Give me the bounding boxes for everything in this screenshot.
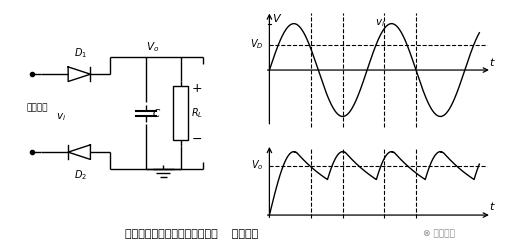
Bar bbox=[173, 86, 188, 140]
Text: $C$: $C$ bbox=[153, 107, 162, 119]
Text: $D_1$: $D_1$ bbox=[74, 46, 87, 60]
Text: 电容输出的二极管全波整流电路    仿真演示: 电容输出的二极管全波整流电路 仿真演示 bbox=[125, 229, 259, 239]
Text: +: + bbox=[191, 82, 202, 95]
Text: $t$: $t$ bbox=[489, 56, 496, 68]
Text: $V_D$: $V_D$ bbox=[249, 38, 263, 51]
Text: $v_i$: $v_i$ bbox=[375, 17, 385, 29]
Text: ⊗ 电源联盟: ⊗ 电源联盟 bbox=[423, 230, 455, 239]
Text: $R_L$: $R_L$ bbox=[191, 106, 204, 120]
Text: 交流电源: 交流电源 bbox=[26, 103, 47, 112]
Text: $V_o$: $V_o$ bbox=[250, 159, 263, 172]
Text: $V$: $V$ bbox=[272, 12, 282, 24]
Text: $v_i$: $v_i$ bbox=[56, 112, 66, 123]
Text: $D_2$: $D_2$ bbox=[74, 168, 87, 182]
Text: $V_o$: $V_o$ bbox=[146, 41, 160, 54]
Text: $-$: $-$ bbox=[191, 132, 203, 145]
Text: $t$: $t$ bbox=[489, 200, 496, 212]
